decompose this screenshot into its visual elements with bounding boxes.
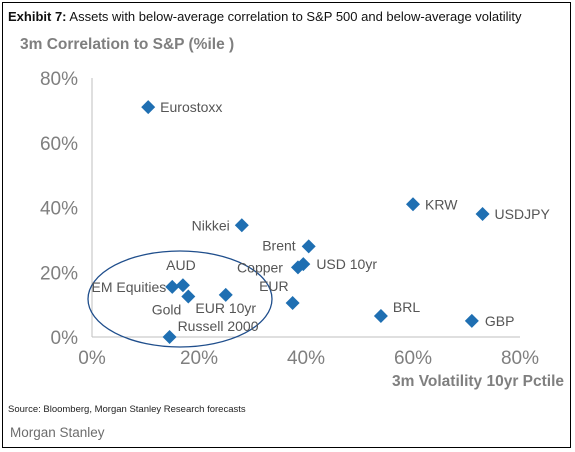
data-point-label: USDJPY [495,206,551,222]
data-point-label: Russell 2000 [178,318,259,334]
data-point-label: Brent [262,237,296,253]
data-point-label: GBP [485,313,515,329]
data-point-label: EM Equities [92,279,167,295]
y-tick-label: 40% [40,199,78,220]
data-point-marker [301,239,316,254]
x-tick-label: 80% [501,348,539,369]
data-point-marker [373,308,388,323]
x-tick-label: 20% [180,348,218,369]
data-point-label: Copper [237,259,283,275]
data-point-label: Nikkei [192,217,230,233]
exhibit-title: Assets with below-average correlation to… [69,9,522,24]
data-point-label: EUR 10yr [195,300,256,316]
data-point-marker [175,278,190,293]
data-point-label: USD 10yr [316,256,377,272]
data-point-marker [165,279,180,294]
x-axis-title: 3m Volatility 10yr Pctile [392,373,564,390]
source-note: Source: Bloomberg, Morgan Stanley Resear… [8,404,246,415]
data-point-marker [464,313,479,328]
exhibit-number: Exhibit 7: [8,9,67,24]
y-tick-label: 20% [40,263,78,284]
data-point-marker [290,260,305,275]
highlight-ellipse [87,250,273,348]
x-tick-labels: 0% 20% 40% 60% 80% [78,348,539,369]
x-tick-label: 60% [394,348,432,369]
data-point-label: Eurostoxx [160,99,222,115]
x-tick-label: 0% [78,348,106,369]
data-point-marker [218,287,233,302]
data-point-label: KRW [425,196,458,212]
data-point-label: BRL [393,299,420,315]
data-point-marker [181,289,196,304]
data-point-marker [234,218,249,233]
data-point-marker [406,197,420,212]
y-axis-title: 3m Correlation to S&P (%ile ) [20,36,235,53]
data-point-label: EUR [259,278,289,294]
data-point-marker [285,296,300,311]
exhibit-frame [2,2,571,448]
y-tick-label: 80% [40,69,78,90]
x-tick-label: 40% [287,348,325,369]
data-point-marker [475,206,490,221]
data-point-label: AUD [166,257,196,273]
y-tick-label: 0% [51,328,79,349]
brand-name: Morgan Stanley [10,425,105,440]
data-points: Eurostoxx Nikkei KRW USDJPY Brent USD 10yr Cop… [92,99,551,344]
data-point-marker [141,100,156,115]
data-point-marker [162,330,177,344]
y-tick-label: 60% [40,134,78,155]
y-tick-labels: 0% 20% 40% 60% 80% [40,69,78,349]
data-point-label: Gold [152,302,182,318]
exhibit-header: Exhibit 7: Assets with below-average cor… [8,9,522,24]
